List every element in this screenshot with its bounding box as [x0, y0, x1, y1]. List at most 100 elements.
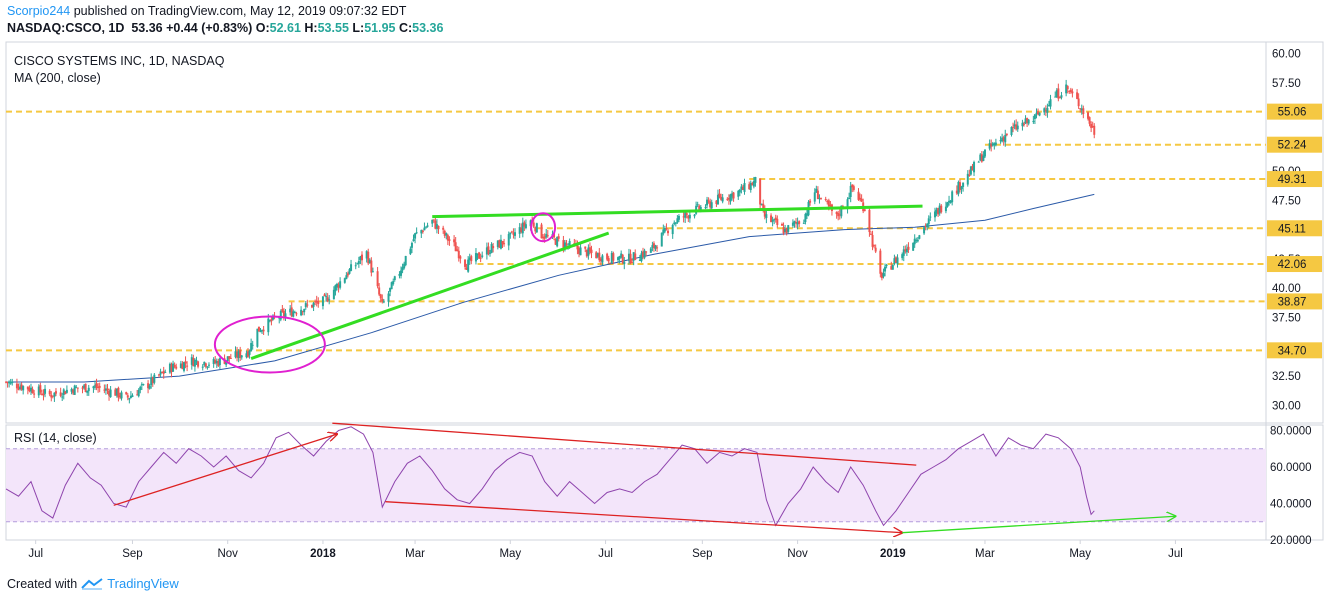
- candle-body: [816, 190, 819, 200]
- rsi-trendline: [113, 434, 337, 506]
- candle-body: [673, 222, 676, 225]
- candle-body: [70, 389, 73, 392]
- candle-body: [212, 359, 215, 364]
- candle-body: [991, 143, 994, 146]
- candle-body: [835, 211, 838, 215]
- ma-indicator-label[interactable]: MA (200, close): [14, 71, 101, 85]
- candle-body: [894, 257, 897, 263]
- candle-body: [873, 245, 876, 247]
- candle-body: [629, 253, 632, 264]
- level-label: 52.24: [1278, 140, 1307, 152]
- candle-body: [771, 219, 774, 222]
- author-link[interactable]: Scorpio244: [7, 4, 71, 18]
- candle-body: [1027, 119, 1030, 124]
- candle-body: [93, 385, 96, 387]
- candle-body: [1032, 120, 1035, 122]
- candle-body: [129, 395, 132, 398]
- candle-body: [557, 236, 560, 239]
- candle-body: [656, 247, 659, 249]
- candle-body: [236, 351, 239, 358]
- candle-body: [937, 207, 940, 215]
- candle-body: [509, 232, 512, 235]
- candle-body: [804, 214, 807, 223]
- candle-body: [476, 253, 479, 255]
- candle-body: [392, 281, 395, 285]
- candle-body: [885, 264, 888, 266]
- candle-body: [540, 224, 543, 239]
- candle-body: [521, 222, 524, 234]
- candle-body: [874, 247, 877, 252]
- candle-body: [740, 186, 743, 190]
- candle-body: [776, 218, 779, 225]
- candle-body: [924, 225, 927, 228]
- candle-body: [95, 383, 98, 388]
- candle-body: [410, 242, 413, 248]
- candle-body: [710, 202, 713, 209]
- rsi-pane-title[interactable]: RSI (14, close): [14, 431, 97, 445]
- candle-body: [357, 261, 360, 264]
- candle-body: [632, 252, 635, 261]
- time-tick-label: Mar: [405, 548, 425, 560]
- candle-body: [499, 239, 502, 249]
- candle-body: [667, 230, 670, 234]
- candle-body: [731, 193, 734, 197]
- highlight-circle: [213, 315, 326, 374]
- time-tick-label: May: [1069, 548, 1091, 560]
- candle-body: [240, 355, 243, 358]
- candle-body: [350, 264, 353, 271]
- candle-body: [446, 235, 449, 241]
- candle-body: [336, 283, 339, 288]
- candle-body: [837, 213, 840, 217]
- candle-body: [398, 273, 401, 276]
- candle-body: [401, 267, 404, 271]
- candle-body: [300, 309, 303, 316]
- drawings-group[interactable]: [113, 204, 1176, 533]
- candle-body: [798, 221, 801, 224]
- candle-body: [869, 233, 872, 235]
- candle-body: [328, 299, 331, 301]
- candle-body: [1079, 108, 1082, 110]
- candle-body: [314, 301, 317, 303]
- candle-body: [1035, 112, 1038, 114]
- candle-body: [425, 227, 427, 229]
- candle-body: [716, 194, 719, 205]
- candle-body: [696, 204, 699, 206]
- candle-body: [848, 197, 851, 200]
- time-tick-label: 2019: [880, 548, 906, 560]
- price-tick-label: 60.00: [1272, 49, 1301, 61]
- candle-body: [707, 200, 710, 202]
- candle-body: [905, 248, 908, 253]
- candle-body: [1046, 107, 1049, 113]
- level-label: 49.31: [1278, 174, 1307, 186]
- candle-body: [1091, 125, 1094, 127]
- candle-body: [795, 221, 798, 223]
- candle-body: [6, 382, 9, 384]
- candle-body: [1068, 90, 1071, 92]
- candle-body: [29, 387, 32, 392]
- candle-body: [415, 232, 418, 234]
- candle-body: [435, 224, 438, 229]
- candle-body: [76, 387, 79, 389]
- candle-body: [281, 308, 284, 312]
- price-tick-label: 57.50: [1272, 78, 1301, 90]
- candle-body: [884, 266, 887, 272]
- candle-body: [131, 395, 134, 397]
- tradingview-brand[interactable]: TradingView: [107, 576, 179, 591]
- price-trendline: [432, 204, 923, 219]
- candle-body: [360, 254, 363, 261]
- open-label: O:: [255, 21, 270, 35]
- candle-body: [542, 236, 545, 239]
- candle-body: [278, 317, 281, 319]
- candle-body: [935, 209, 938, 214]
- candle-body: [915, 240, 918, 242]
- candle-body: [125, 392, 128, 395]
- candle-body: [904, 249, 907, 252]
- candle-body: [601, 255, 604, 263]
- candle-body: [948, 200, 951, 203]
- candle-body: [128, 398, 131, 400]
- candle-body: [554, 239, 557, 245]
- candle-body: [1022, 123, 1025, 125]
- level-label-box: [1267, 220, 1322, 237]
- candle-body: [237, 351, 240, 359]
